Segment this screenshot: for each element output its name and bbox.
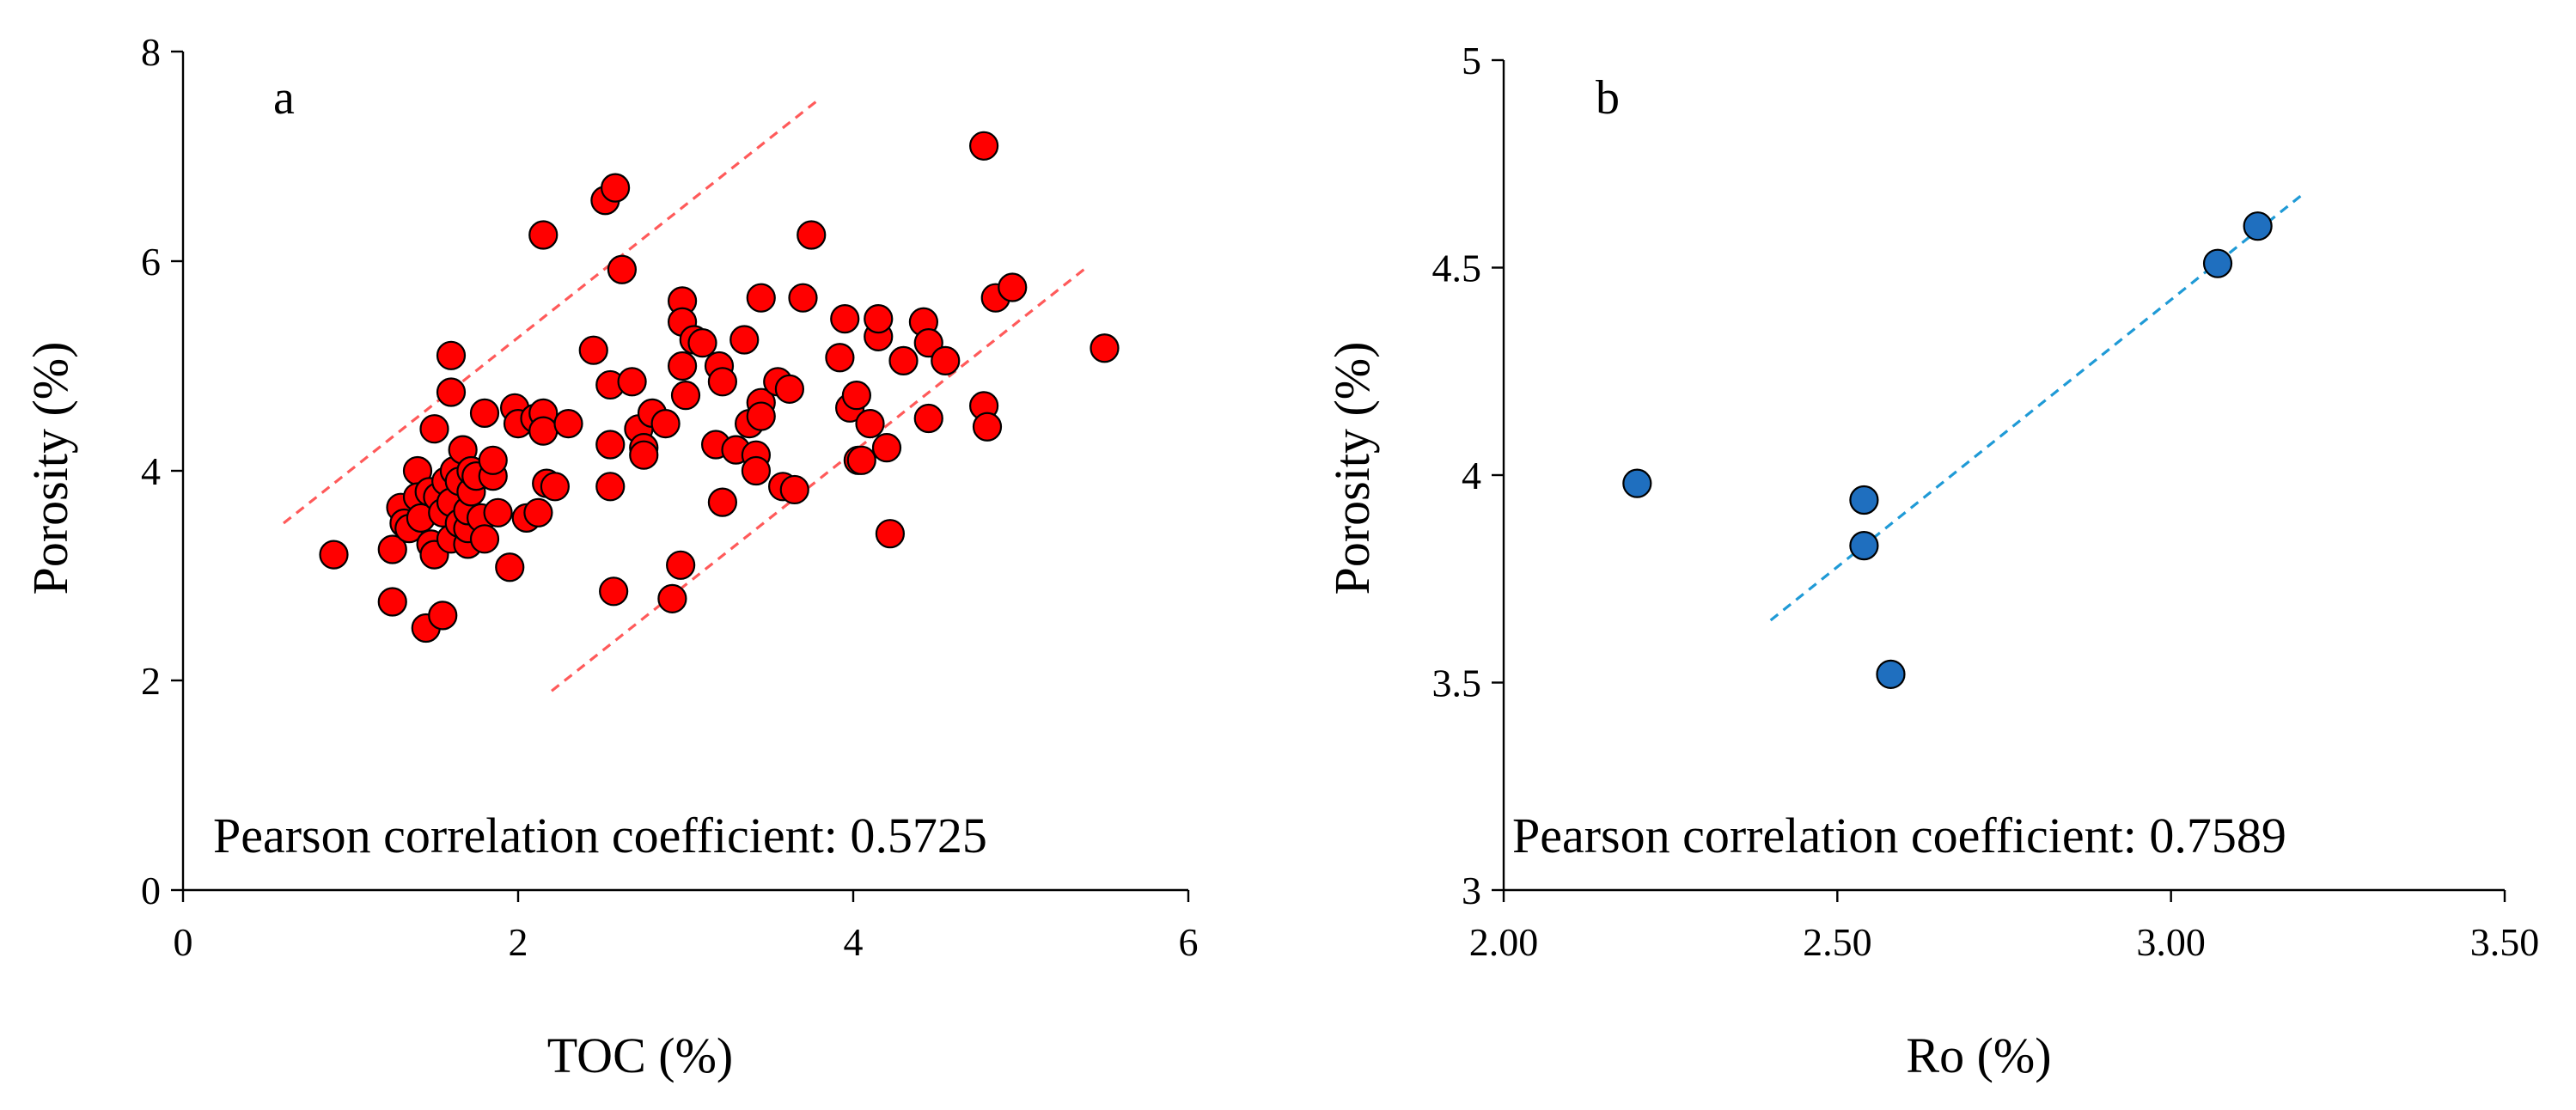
data-point [846, 445, 876, 475]
data-point [729, 325, 760, 355]
data-point [875, 519, 906, 549]
data-point [855, 409, 885, 439]
x-tick-label: 3.00 [2136, 920, 2206, 964]
data-point [319, 540, 349, 570]
data-point [1622, 468, 1652, 498]
y-tick-label: 3 [1462, 869, 1481, 912]
data-point [666, 550, 696, 580]
panel-b-chart: b 2.00 2.50 3.00 3.50 3 3.5 4 4.5 5 Ro (%) Poros… [1324, 39, 2539, 1083]
data-point [1849, 531, 1879, 561]
data-point [528, 416, 559, 446]
data-point [629, 440, 659, 470]
x-tick-label: 2 [509, 920, 528, 964]
data-point [553, 409, 583, 439]
panel-a-chart: a 0 2 4 6 0 2 4 6 8 TOC (%) Porosity (%) Pearson… [22, 30, 1199, 1083]
data-point [650, 409, 681, 439]
panel-a-x-axis-title: TOC (%) [547, 1028, 733, 1083]
panel-b-correlation-annotation: Pearson correlation coefficient: 0.7589 [1512, 808, 2286, 863]
data-point [670, 381, 701, 411]
panel-a-label: a [273, 71, 295, 125]
data-point [707, 487, 738, 517]
data-point [540, 472, 571, 502]
y-tick-label: 4.5 [1432, 247, 1482, 290]
data-point [830, 304, 860, 334]
y-tick-label: 3.5 [1432, 662, 1482, 705]
y-tick-label: 4 [141, 449, 161, 493]
data-point [469, 524, 500, 554]
panel-b-label: b [1596, 71, 1620, 125]
x-tick-label: 2.50 [1803, 920, 1872, 964]
data-point [528, 220, 559, 250]
x-tick-label: 6 [1179, 920, 1199, 964]
y-tick-label: 2 [141, 659, 161, 703]
x-tick-label: 2.00 [1469, 920, 1539, 964]
data-point [797, 220, 827, 250]
data-point [617, 367, 647, 397]
data-point [667, 351, 698, 381]
data-point [888, 345, 919, 375]
data-point [774, 374, 805, 404]
panel-b-points [1622, 211, 2273, 689]
x-tick-label: 0 [174, 920, 193, 964]
data-point [841, 381, 872, 411]
data-point [864, 304, 894, 334]
data-point [436, 340, 467, 370]
x-tick-label: 4 [844, 920, 864, 964]
data-point [428, 601, 458, 631]
data-point [788, 283, 818, 313]
y-tick-label: 5 [1462, 39, 1481, 82]
data-point [779, 474, 809, 505]
data-point [968, 131, 999, 161]
data-point [599, 576, 629, 607]
trend-line-lower-bound [551, 265, 1089, 692]
data-point [595, 472, 626, 502]
data-point [741, 455, 772, 486]
data-point [707, 367, 738, 397]
y-tick-label: 0 [141, 869, 161, 912]
panel-b-ticks: 2.00 2.50 3.00 3.50 3 3.5 4 4.5 5 [1432, 39, 2540, 964]
data-point [746, 401, 776, 431]
data-point [2202, 248, 2233, 278]
data-point [578, 335, 608, 365]
data-point [419, 414, 449, 444]
panel-b-x-axis-title: Ro (%) [1906, 1028, 2051, 1083]
panel-a-ticks: 0 2 4 6 0 2 4 6 8 [141, 30, 1199, 964]
data-point [495, 552, 525, 582]
data-point [657, 583, 687, 613]
data-point [595, 430, 626, 460]
data-point [600, 173, 631, 203]
data-point [607, 254, 638, 284]
panel-a-points [319, 131, 1120, 643]
data-point [1090, 333, 1120, 363]
panel-a-correlation-annotation: Pearson correlation coefficient: 0.5725 [213, 808, 987, 863]
data-point [2243, 211, 2273, 241]
data-point [377, 587, 407, 617]
data-point [825, 343, 855, 373]
data-point [871, 433, 902, 463]
panel-b-y-axis-title: Porosity (%) [1324, 342, 1380, 595]
y-tick-label: 4 [1462, 454, 1481, 497]
data-point [913, 403, 943, 434]
data-point [998, 272, 1028, 302]
data-point [687, 328, 717, 358]
data-point [931, 345, 961, 375]
data-point [478, 445, 508, 475]
data-point [913, 328, 943, 358]
data-point [746, 283, 776, 313]
panel-a-y-axis-title: Porosity (%) [22, 342, 78, 595]
x-tick-label: 3.50 [2470, 920, 2540, 964]
y-tick-label: 6 [141, 240, 161, 284]
data-point [1876, 659, 1906, 689]
data-point [1849, 485, 1879, 515]
data-point [972, 412, 1003, 442]
data-point [377, 534, 407, 564]
data-point [469, 398, 500, 428]
data-point [523, 497, 553, 528]
data-point [436, 377, 467, 407]
data-point [483, 497, 513, 528]
y-tick-label: 8 [141, 30, 161, 74]
